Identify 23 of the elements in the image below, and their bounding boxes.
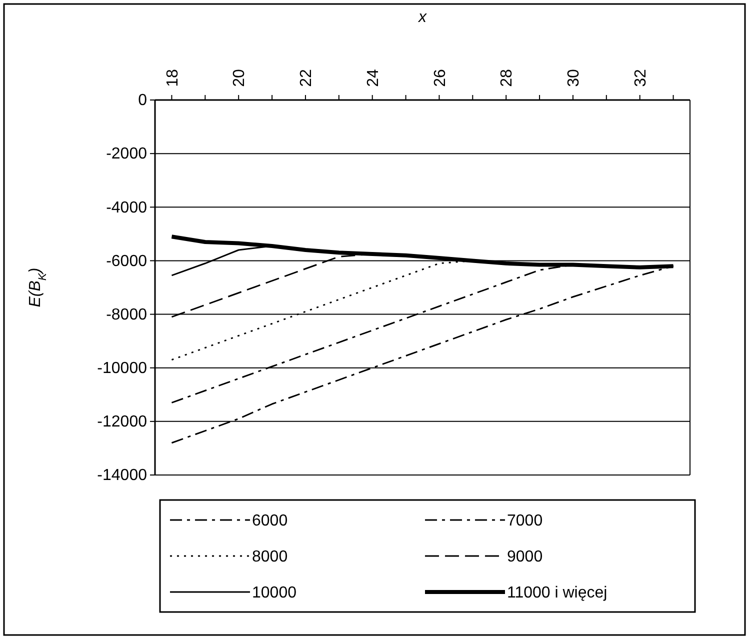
y-tick-label: -6000 xyxy=(106,252,148,270)
y-tick-label: 0 xyxy=(138,92,148,110)
y-tick-label: -4000 xyxy=(106,199,148,216)
y-tick-label: -14000 xyxy=(97,467,148,484)
x-tick-label: 32 xyxy=(632,69,650,87)
y-tick-label: -2000 xyxy=(106,146,148,163)
y-tick-label: -12000 xyxy=(97,414,148,431)
legend-label: 9000 xyxy=(507,548,543,566)
legend-label: 7000 xyxy=(507,512,543,530)
x-tick-label: 26 xyxy=(432,69,449,87)
x-tick-label: 18 xyxy=(164,69,182,87)
x-tick-label: 20 xyxy=(231,69,248,87)
x-tick-label: 28 xyxy=(498,69,516,87)
x-tick-label: 30 xyxy=(566,69,583,87)
legend-label: 8000 xyxy=(252,548,288,566)
x-axis-title: x xyxy=(418,9,428,26)
legend-label: 11000 i więcej xyxy=(507,584,608,602)
y-tick-label: -10000 xyxy=(97,360,148,377)
x-tick-label: 24 xyxy=(364,69,382,87)
y-tick-label: -8000 xyxy=(106,306,148,324)
legend-label: 10000 xyxy=(252,584,297,602)
x-tick-label: 22 xyxy=(298,69,316,87)
legend-label: 6000 xyxy=(252,512,288,530)
